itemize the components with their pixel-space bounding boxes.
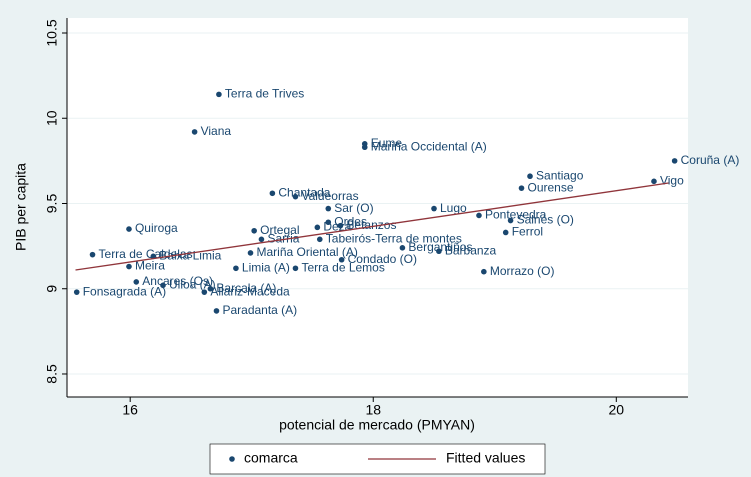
- point: [292, 193, 299, 200]
- point: [337, 222, 344, 229]
- point-label: Sarria: [267, 231, 299, 245]
- point: [269, 190, 276, 197]
- x-tick-label: 20: [609, 402, 625, 418]
- point-label: Valdeorras: [301, 189, 358, 203]
- point: [518, 185, 525, 191]
- point-label: Barbanza: [445, 243, 497, 257]
- point-label: Mariña Occidental (A): [371, 139, 487, 153]
- point: [502, 229, 509, 236]
- plot-area: [67, 18, 688, 397]
- point-label: Terra de Caldelas: [99, 247, 193, 261]
- point: [481, 268, 487, 275]
- point: [325, 205, 332, 212]
- point-label: Santiago: [536, 168, 584, 182]
- point: [507, 217, 514, 224]
- point-label: Barcala (A): [216, 281, 276, 295]
- point: [436, 248, 442, 255]
- point: [126, 226, 132, 232]
- point-label: Coruña (A): [681, 153, 740, 167]
- point: [216, 91, 222, 98]
- y-tick-label: 10: [44, 110, 60, 126]
- x-tick-label: 18: [365, 402, 381, 418]
- point: [251, 227, 257, 234]
- point: [160, 282, 166, 289]
- point-label: Morrazo (O): [490, 264, 555, 278]
- legend-label: comarca: [244, 450, 298, 466]
- point: [527, 173, 533, 180]
- point: [292, 265, 299, 272]
- point-label: Allariz-Maceda: [210, 284, 290, 298]
- point: [399, 245, 406, 251]
- point-label: Quiroga: [135, 221, 178, 235]
- point-label: Fonsagrada (A): [83, 284, 166, 298]
- point-label: Vigo: [660, 174, 684, 188]
- point-label: Eume: [371, 136, 403, 150]
- point: [325, 219, 332, 226]
- x-axis-label: potencial de mercado (PMYAN): [279, 417, 475, 433]
- point-label: Salnés (O): [517, 213, 574, 227]
- point: [133, 279, 140, 285]
- point: [73, 289, 80, 295]
- point-label: Condado (O): [348, 252, 417, 266]
- point-label: Bergantiños: [408, 240, 472, 254]
- point: [338, 256, 345, 263]
- point-label: Meira: [135, 259, 165, 273]
- point-label: Ortegal: [260, 223, 299, 237]
- point: [201, 289, 208, 295]
- point: [316, 236, 323, 243]
- point-label: Ferrol: [512, 225, 543, 239]
- point: [671, 158, 678, 164]
- x-tick-label: 16: [122, 402, 138, 418]
- point-label: Viana: [201, 124, 232, 138]
- point-label: Limia (A): [242, 260, 290, 274]
- y-tick-label: 9.5: [44, 194, 60, 214]
- y-tick-label: 9: [44, 285, 60, 293]
- point-label: Sar (O): [334, 201, 373, 215]
- point-label: Ulloa (A): [169, 278, 216, 292]
- y-tick-label: 8.5: [44, 364, 60, 384]
- point-label: Tabeirós-Terra de montes: [326, 231, 462, 245]
- point: [431, 205, 437, 212]
- y-axis-label: PIB per capita: [13, 163, 29, 251]
- point-label: Lugo: [440, 201, 467, 215]
- point-label: Paradanta (A): [222, 303, 297, 317]
- point: [361, 144, 368, 151]
- point-label: Ancares (Os): [142, 274, 213, 288]
- point: [651, 178, 657, 185]
- point: [213, 308, 220, 314]
- point-label: Terra de Trives: [225, 87, 304, 101]
- point: [126, 263, 132, 270]
- point: [207, 285, 214, 292]
- point-label: Pontevedra: [485, 208, 547, 222]
- point-label: Chantada: [278, 185, 330, 199]
- point: [89, 251, 96, 258]
- point: [258, 236, 265, 243]
- y-tick-label: 10.5: [44, 19, 60, 46]
- legend-marker: [229, 456, 235, 462]
- point: [247, 250, 254, 256]
- point: [233, 265, 239, 272]
- point-label: Baixa Limia: [159, 249, 221, 263]
- point-label: Mariña Oriental (A): [257, 245, 358, 259]
- point-label: Ourense: [528, 180, 574, 194]
- fit-line: [75, 182, 669, 271]
- point: [314, 224, 321, 231]
- point: [476, 212, 482, 219]
- legend-label: Fitted values: [446, 450, 525, 466]
- point: [191, 129, 198, 135]
- point-label: Terra de Lemos: [301, 260, 384, 274]
